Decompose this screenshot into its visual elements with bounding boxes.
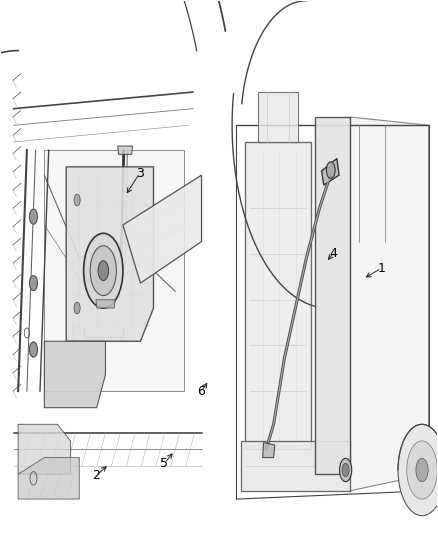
- Circle shape: [29, 276, 37, 290]
- Polygon shape: [44, 341, 106, 408]
- Circle shape: [416, 458, 428, 482]
- Circle shape: [98, 261, 109, 280]
- Polygon shape: [350, 117, 428, 491]
- Text: 5: 5: [160, 457, 169, 470]
- Polygon shape: [96, 300, 115, 308]
- Polygon shape: [241, 441, 350, 491]
- Text: 1: 1: [378, 262, 385, 274]
- Text: 4: 4: [329, 247, 337, 260]
- Polygon shape: [258, 92, 297, 142]
- Polygon shape: [118, 146, 133, 155]
- Text: 3: 3: [136, 167, 144, 180]
- Polygon shape: [18, 457, 79, 499]
- Circle shape: [398, 424, 438, 516]
- Polygon shape: [245, 142, 311, 449]
- Circle shape: [29, 209, 37, 224]
- Polygon shape: [18, 424, 71, 474]
- Circle shape: [84, 233, 123, 308]
- Text: 6: 6: [198, 385, 205, 398]
- Circle shape: [407, 441, 437, 499]
- Circle shape: [342, 463, 349, 477]
- Circle shape: [29, 342, 37, 357]
- Polygon shape: [123, 175, 201, 283]
- Circle shape: [339, 458, 352, 482]
- Circle shape: [74, 302, 80, 314]
- Text: 2: 2: [92, 470, 100, 482]
- Polygon shape: [315, 117, 350, 474]
- Circle shape: [326, 162, 335, 179]
- Circle shape: [74, 194, 80, 206]
- Polygon shape: [44, 150, 184, 391]
- Polygon shape: [66, 167, 153, 341]
- Circle shape: [90, 246, 117, 296]
- Polygon shape: [263, 442, 275, 457]
- Polygon shape: [321, 158, 339, 185]
